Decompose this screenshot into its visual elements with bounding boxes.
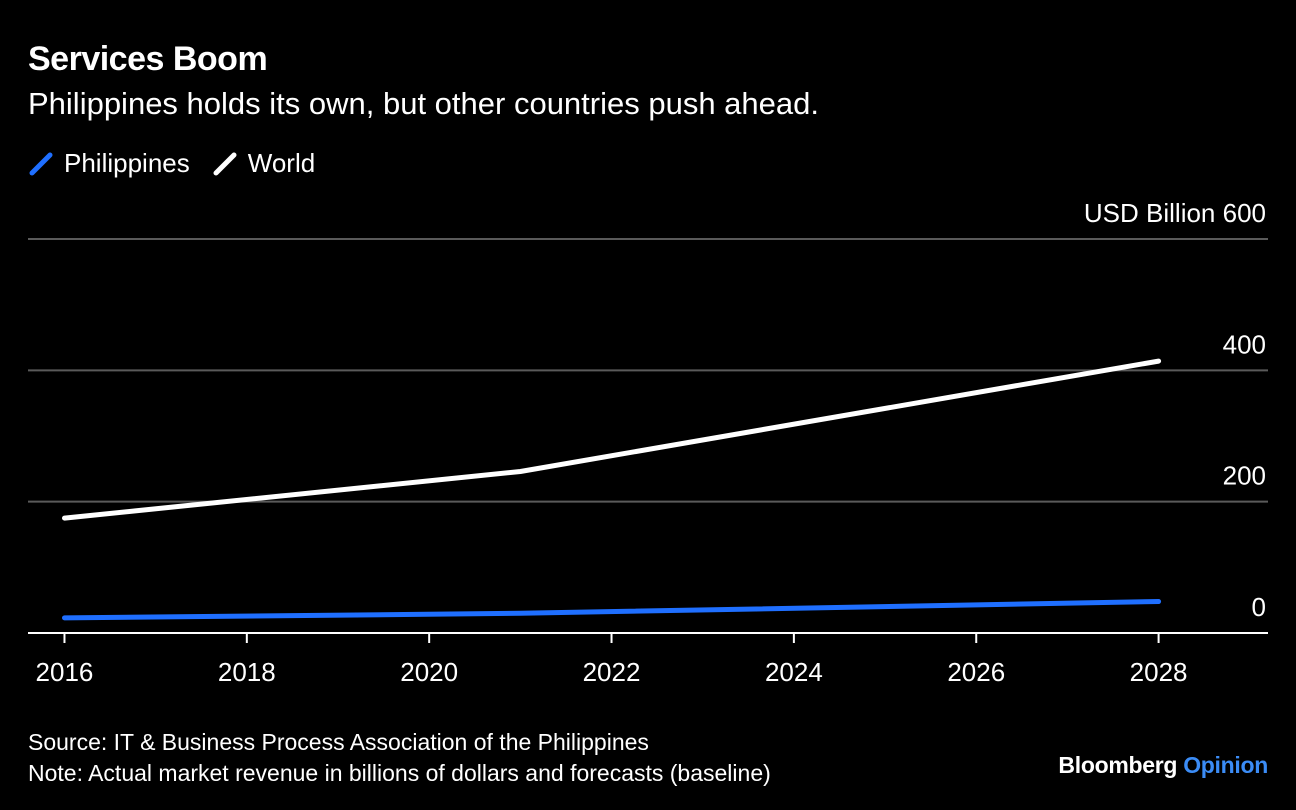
x-tick-label-2016: 2016 [36, 657, 94, 687]
grid-layer [28, 238, 1268, 503]
methodology-note: Note: Actual market revenue in billions … [28, 760, 771, 786]
chart-title: Services Boom [28, 40, 268, 78]
series-layer [62, 358, 1162, 621]
brand-name: Bloomberg [1058, 752, 1178, 778]
x-tick-label-2024: 2024 [765, 657, 823, 687]
chart-footer: Source: IT & Business Process Associatio… [28, 727, 771, 789]
brand-logo: Bloomberg Opinion [1058, 752, 1268, 779]
legend-label-philippines: Philippines [64, 148, 190, 178]
brand-suffix: Opinion [1183, 752, 1268, 778]
y-tick-label-200: 200 [1223, 461, 1266, 491]
x-tick-label-2028: 2028 [1130, 657, 1188, 687]
x-tick-label-2022: 2022 [583, 657, 641, 687]
series-line-world [62, 358, 1162, 521]
y-tick-label-0: 0 [1252, 592, 1266, 622]
legend-item-world: World [212, 148, 315, 179]
chart-legend: Philippines World [28, 148, 337, 179]
x-tick-label-2018: 2018 [218, 657, 276, 687]
x-tick-label-2026: 2026 [947, 657, 1005, 687]
source-note: Source: IT & Business Process Associatio… [28, 729, 649, 755]
x-tick-label-2020: 2020 [400, 657, 458, 687]
legend-swatch-philippines [29, 152, 53, 175]
legend-swatch-world [213, 152, 237, 175]
series-line-philippines [62, 599, 1162, 621]
legend-item-philippines: Philippines [28, 148, 190, 179]
chart-subtitle: Philippines holds its own, but other cou… [28, 86, 819, 121]
axis-layer: 0 200 400 USD Billion 600 2016 2018 2020 2022 20… [28, 198, 1268, 687]
y-tick-label-400: 400 [1223, 329, 1266, 359]
y-tick-label-600: USD Billion 600 [1084, 198, 1266, 228]
legend-label-world: World [247, 148, 316, 178]
